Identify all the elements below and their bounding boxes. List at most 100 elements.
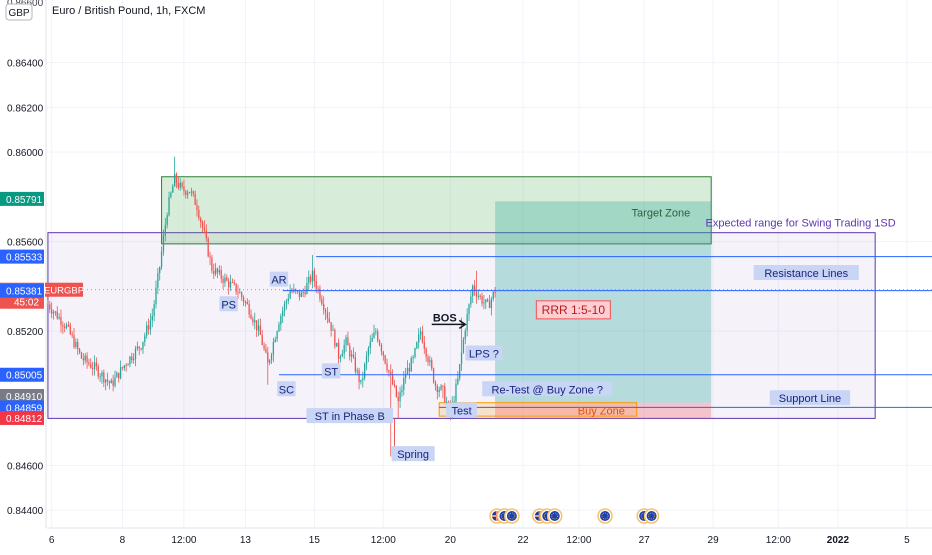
candle-body — [134, 348, 137, 359]
candle-body — [241, 292, 243, 298]
time-tick-label: 13 — [240, 535, 252, 546]
candle-body — [369, 341, 371, 349]
candle-body — [328, 318, 330, 323]
candle-body — [97, 366, 99, 377]
price-tag-bg — [0, 400, 44, 415]
time-tick-label: 15 — [309, 535, 321, 546]
candle-body — [438, 389, 440, 393]
chart-title: Euro / British Pound, 1h, FXCM — [52, 5, 205, 17]
candle-body — [246, 302, 248, 304]
rrr-label-bg — [535, 300, 611, 320]
candle-body — [153, 304, 155, 316]
event-icons — [489, 508, 660, 524]
candle-body — [282, 310, 284, 317]
candle-body — [460, 352, 463, 365]
candle-body — [455, 383, 457, 402]
candle-body — [416, 342, 418, 349]
candle-body — [65, 324, 68, 328]
candle-body — [468, 304, 470, 315]
candle-body — [378, 340, 381, 346]
candle-body — [494, 291, 496, 294]
time-tick-label: 20 — [445, 535, 457, 546]
candle-body — [194, 193, 196, 206]
candle-body — [395, 385, 397, 397]
candle-body — [58, 317, 60, 319]
candle-body — [321, 299, 323, 305]
eu-flag-stars — [551, 512, 559, 520]
annotation-bg — [446, 402, 477, 418]
candle-body — [341, 353, 343, 357]
candle-body — [326, 312, 329, 319]
candle-body — [125, 365, 127, 367]
candle-body — [291, 291, 293, 293]
candle-body — [313, 270, 316, 281]
candle-body — [345, 337, 347, 345]
candle-body — [86, 355, 88, 363]
annotation-text: Expected range for Swing Trading 1SD — [706, 218, 896, 230]
candle-body — [157, 273, 159, 288]
time-axis: 6 8 12:00 13 15 12:00 20 22 12:00 27 29 12:00 2022 5 — [47, 527, 932, 546]
candle-body — [459, 364, 461, 379]
candle-body — [375, 331, 377, 333]
candle-body — [319, 288, 321, 300]
candle-body — [155, 287, 157, 305]
price-tag-text: 0.85791 — [6, 195, 43, 206]
candle-body — [114, 377, 116, 386]
candle-body — [274, 339, 276, 342]
candle-body — [160, 251, 163, 267]
candle-body — [403, 378, 405, 390]
candle-body — [56, 311, 58, 319]
candle-body — [283, 303, 286, 311]
price-tick-label: 0.85200 — [7, 327, 44, 338]
eu-flag-icon — [549, 511, 560, 521]
candle-body — [214, 268, 217, 274]
candle-body — [406, 367, 409, 375]
time-tick-label: 2022 — [827, 535, 850, 546]
candle-body — [354, 357, 357, 372]
candle-body — [410, 358, 412, 372]
candle-body — [101, 372, 103, 377]
candle-body — [179, 182, 181, 188]
candle-body — [200, 218, 202, 223]
candle-body — [64, 326, 66, 328]
candle-body — [323, 304, 325, 310]
price-tick-label: 0.86000 — [7, 148, 44, 159]
candle-body — [315, 280, 317, 289]
candle-body — [132, 358, 135, 361]
currency-badge[interactable] — [5, 3, 33, 21]
annotation-bg — [321, 363, 341, 379]
eu-flag-stars — [508, 512, 516, 520]
bos-label: BOS — [433, 313, 457, 325]
candle-body — [136, 346, 139, 349]
candle-body — [475, 291, 478, 297]
candle-body — [300, 292, 302, 297]
candle-body — [211, 257, 213, 271]
candle-body — [362, 377, 364, 380]
annotation-text: LPS ? — [469, 348, 499, 360]
annotation-text: Resistance Lines — [764, 268, 848, 280]
candle-body — [99, 376, 101, 378]
candle-body — [95, 362, 98, 367]
candle-body — [47, 304, 49, 306]
candle-body — [164, 224, 166, 236]
candle-body — [272, 341, 275, 355]
candle-body — [242, 297, 245, 302]
candle-body — [473, 285, 476, 292]
candle-body — [265, 348, 267, 353]
annotation-text: Buy Zone — [578, 406, 625, 418]
candle-body — [116, 372, 118, 378]
candle-body — [352, 354, 355, 358]
price-tick-label: 0.86200 — [7, 103, 44, 114]
candle-body — [464, 330, 466, 340]
price-tick-label: 0.84400 — [7, 506, 44, 517]
candle-body — [78, 348, 81, 353]
price-tag-bg — [0, 249, 44, 264]
candle-body — [142, 341, 144, 350]
currency-badge-text: GBP — [8, 8, 29, 19]
price-tag-bg — [0, 283, 44, 298]
price-axis: 0.866000.844000.846000.852000.856000.860… — [0, 0, 84, 528]
candle-body — [226, 277, 228, 281]
candle-body — [216, 268, 219, 273]
